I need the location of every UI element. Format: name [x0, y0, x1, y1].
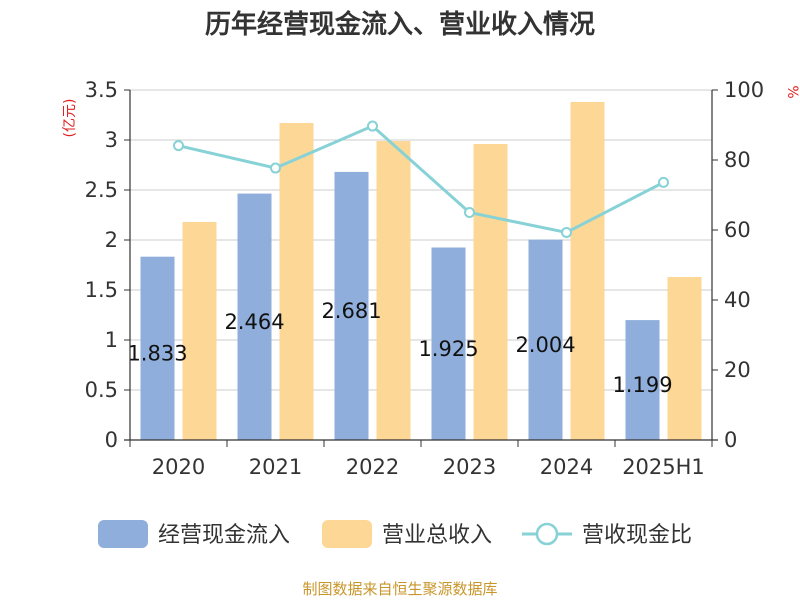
y-right-tick-label: 40: [724, 288, 751, 312]
y-left-tick-label: 2.5: [85, 178, 118, 202]
data-labels: 1.833 2.464 2.681 1.925 2.004 1.199: [127, 299, 672, 397]
legend-marker-ratio: [535, 522, 559, 546]
line-series: [173, 120, 669, 238]
x-tick-label: 2022: [346, 455, 399, 479]
y-right-unit: %: [784, 85, 800, 98]
axes: 0 0.5 1 1.5 2 2.5 3 3.5 0 20 40 60 80 100 (亿元)% 2020 202…: [62, 78, 800, 479]
inflow-bar: [431, 247, 466, 440]
ratio-point: [173, 140, 184, 152]
gridlines: [130, 89, 712, 391]
y-right-tick-label: 20: [724, 358, 751, 382]
legend-label-revenue: 营业总收入: [382, 523, 492, 548]
inflow-data-label: 2.004: [515, 333, 575, 357]
y-left-tick-label: 0.5: [85, 378, 118, 402]
source-note: 制图数据来自恒生聚源数据库: [302, 580, 498, 598]
bar-series: [140, 102, 702, 440]
y-left-tick-label: 1.5: [85, 278, 118, 302]
inflow-data-label: 1.925: [418, 337, 478, 361]
revenue-bar: [570, 102, 605, 440]
inflow-bar: [140, 256, 175, 440]
legend-swatch-revenue: [322, 520, 372, 548]
x-tick-label: 2024: [540, 455, 593, 479]
revenue-bar: [473, 144, 508, 440]
ratio-line: [178, 124, 665, 235]
inflow-data-label: 1.833: [127, 341, 187, 365]
revenue-bar: [279, 123, 314, 440]
x-tick-label: 2021: [249, 455, 302, 479]
ratio-point: [367, 120, 378, 132]
y-right-tick-label: 80: [724, 148, 751, 172]
y-right-tick-label: 60: [724, 218, 751, 242]
ratio-point: [561, 226, 572, 238]
y-left-tick-label: 0: [105, 428, 118, 452]
ratio-point: [464, 207, 475, 218]
y-right-tick-label: 0: [724, 428, 737, 452]
inflow-bar: [625, 320, 660, 440]
y-left-tick-label: 2: [105, 228, 118, 252]
legend: 经营现金流入 营业总收入 营收现金比: [98, 520, 692, 548]
inflow-data-label: 1.199: [612, 373, 672, 397]
y-right-tick-label: 100: [724, 78, 764, 102]
inflow-data-label: 2.681: [321, 299, 381, 323]
legend-label-inflow: 经营现金流入: [158, 523, 290, 548]
ratio-point: [658, 176, 669, 188]
y-left-tick-label: 1: [105, 328, 118, 352]
inflow-bar: [528, 239, 563, 440]
inflow-bar: [237, 193, 272, 440]
revenue-bar: [376, 141, 411, 440]
revenue-bar: [667, 277, 702, 440]
y-left-unit: (亿元): [62, 99, 78, 138]
legend-swatch-inflow: [98, 520, 148, 548]
y-left-tick-label: 3: [105, 128, 118, 152]
x-tick-label: 2023: [443, 455, 496, 479]
inflow-bar: [334, 171, 369, 440]
inflow-data-label: 2.464: [224, 310, 284, 334]
revenue-bar: [182, 222, 217, 440]
ratio-point: [270, 162, 281, 174]
y-left-tick-label: 3.5: [85, 78, 118, 102]
legend-label-ratio: 营收现金比: [582, 523, 692, 548]
x-tick-label: 2025H1: [622, 455, 705, 479]
x-tick-label: 2020: [152, 455, 205, 479]
chart-title: 历年经营现金流入、营业收入情况: [204, 10, 595, 40]
